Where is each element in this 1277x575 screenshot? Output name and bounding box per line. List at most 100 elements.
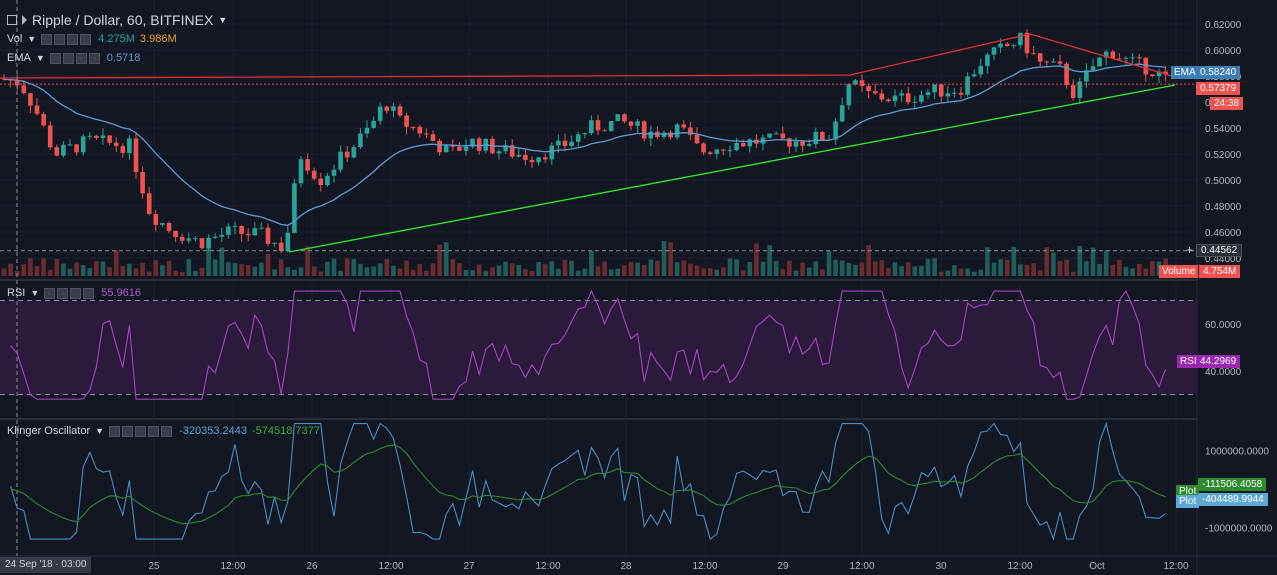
close-icon[interactable] [148, 425, 160, 437]
settings-icon[interactable] [57, 287, 69, 299]
volume-bar [186, 258, 192, 276]
candle-body [575, 134, 581, 142]
volume-bar [879, 259, 885, 276]
settings-icon[interactable] [62, 52, 74, 64]
close-icon[interactable] [83, 287, 95, 299]
volume-bar [688, 263, 693, 276]
volume-bar [740, 270, 746, 276]
caret-down-icon[interactable]: ▼ [27, 34, 37, 44]
candle-body [1163, 71, 1168, 75]
candle-body [813, 132, 819, 145]
symbol-legend[interactable]: Ripple / Dollar, 60, BITFINEX ▼ [7, 12, 227, 28]
candle-body [536, 157, 541, 163]
volume-bar [219, 247, 225, 276]
volume-bar [206, 246, 211, 276]
klinger-value2: -574518.7377 [251, 425, 320, 437]
ema-legend[interactable]: EMA ▼ 0.5718 [7, 52, 140, 64]
vol-legend[interactable]: Vol ▼ 4.275M 3.986M [7, 33, 177, 45]
caret-down-icon[interactable]: ▼ [30, 288, 40, 298]
volume-bar [338, 270, 343, 276]
volume-bar [1037, 270, 1043, 276]
ema-name[interactable]: EMA [7, 52, 31, 64]
candle-body [899, 93, 904, 96]
volume-bar [1123, 266, 1129, 276]
chart-menu-icon[interactable] [7, 15, 17, 25]
crosshair-plus-icon[interactable]: + [1186, 243, 1194, 257]
volume-bar [41, 258, 46, 276]
symbol-title[interactable]: Ripple / Dollar, 60, BITFINEX [32, 12, 214, 28]
candle-body [311, 170, 317, 179]
ema-controls[interactable] [49, 52, 102, 64]
caret-down-icon[interactable]: ▼ [95, 426, 105, 436]
eye-icon[interactable] [44, 287, 56, 299]
candle-body [668, 132, 673, 138]
flag-icon[interactable] [22, 15, 27, 25]
volume-bar [1044, 247, 1050, 276]
candle-body [54, 147, 60, 156]
volume-bar [476, 264, 482, 276]
klinger-legend[interactable]: Klinger Oscillator ▼ -320353.2443 -57451… [7, 425, 320, 437]
candle-body [1156, 71, 1162, 77]
cursor-price-tag: 0.44562 [1196, 244, 1243, 257]
volume-bar [773, 260, 779, 276]
rsi-tag-value: 44.2969 [1196, 355, 1241, 368]
candle-body [859, 80, 865, 87]
vol-controls[interactable] [41, 33, 93, 45]
candle-body [1097, 57, 1102, 67]
close-icon[interactable] [88, 52, 100, 64]
volume-bar [839, 260, 845, 276]
klinger-controls[interactable] [109, 425, 174, 437]
candle-body [61, 144, 66, 156]
volume-bar [325, 261, 330, 276]
volume-bar [1004, 259, 1010, 276]
settings-icon[interactable] [122, 425, 134, 437]
close-icon[interactable] [80, 33, 92, 45]
volume-bar [285, 267, 291, 276]
settings-icon[interactable] [54, 33, 66, 45]
plus-icon[interactable] [135, 425, 147, 437]
plus-icon[interactable] [67, 33, 79, 45]
rsi-name[interactable]: RSI [7, 287, 26, 299]
candle-body [292, 183, 297, 233]
rsi-controls[interactable] [44, 287, 96, 299]
eye-icon[interactable] [41, 33, 53, 45]
time-axis-label: Oct [1089, 561, 1105, 572]
volume-bar [813, 261, 819, 276]
rsi-legend[interactable]: RSI ▼ 55.9616 [7, 287, 141, 299]
candle-body [351, 147, 357, 158]
volume-bar [311, 266, 317, 276]
plot1-tag-value: -111506.4058 [1198, 478, 1267, 491]
time-axis-label: 12:00 [849, 561, 874, 572]
eye-icon[interactable] [109, 425, 121, 437]
volume-bar [193, 270, 198, 276]
candle-body [694, 134, 700, 144]
candle-body [1037, 53, 1043, 62]
candle-body [721, 149, 726, 151]
volume-bar [589, 250, 594, 276]
volume-bar [694, 265, 700, 276]
rsi-axis-label: 40.0000 [1205, 367, 1242, 378]
volume-bar [331, 258, 337, 276]
volume-bar [54, 259, 60, 276]
volume-bar [952, 265, 957, 276]
candle-body [853, 80, 858, 85]
plus-icon[interactable] [75, 52, 87, 64]
candle-body [740, 143, 746, 147]
price-axis-label: 0.44000 [1205, 254, 1242, 265]
vol-name[interactable]: Vol [7, 33, 23, 45]
volume-bar [747, 262, 753, 276]
volume-bar [410, 269, 416, 276]
eye-icon[interactable] [49, 52, 61, 64]
caret-down-icon[interactable]: ▼ [218, 15, 228, 25]
klinger-signal-line [10, 444, 1166, 525]
volume-bar [701, 268, 706, 276]
candle-body [153, 214, 159, 225]
volume-bar [932, 258, 937, 276]
klinger-name[interactable]: Klinger Oscillator [7, 425, 91, 437]
plus-icon[interactable] [70, 287, 82, 299]
close-icon[interactable] [161, 425, 173, 437]
candle-body [28, 93, 33, 106]
caret-down-icon[interactable]: ▼ [35, 53, 45, 63]
